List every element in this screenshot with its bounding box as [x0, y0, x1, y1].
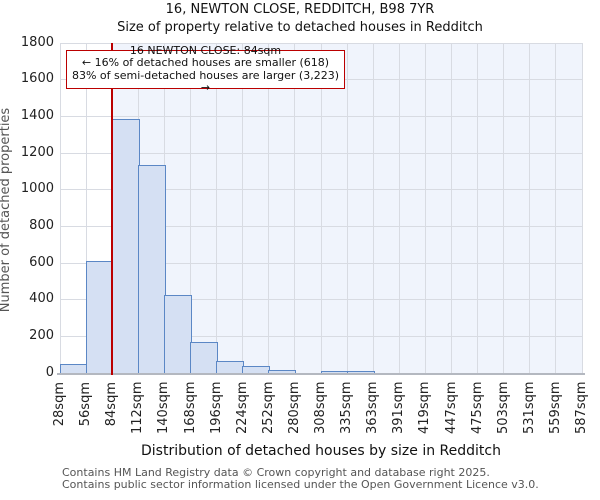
x-tick-label: 363sqm	[365, 381, 381, 434]
property-size-marker-line	[111, 43, 113, 375]
gridline-v	[190, 43, 191, 373]
y-tick-label: 1400	[20, 107, 54, 123]
x-tick-label: 587sqm	[574, 381, 589, 434]
bar	[111, 119, 140, 373]
x-tick-label: 140sqm	[156, 381, 172, 434]
x-tick-label: 196sqm	[208, 381, 224, 434]
x-tick-label: 335sqm	[339, 381, 355, 434]
gridline-v	[216, 43, 218, 373]
bar	[137, 164, 166, 373]
x-tick-label: 447sqm	[443, 381, 459, 434]
y-tick-label: 400	[29, 291, 54, 307]
gridline-v	[242, 43, 244, 373]
x-tick-label: 391sqm	[391, 381, 407, 434]
y-tick-label: 1000	[20, 181, 54, 197]
footer-attribution-line-1: Contains HM Land Registry data © Crown c…	[62, 466, 490, 479]
annotation-line-2: ← 16% of detached houses are smaller (61…	[81, 56, 330, 70]
x-tick-label: 475sqm	[469, 381, 485, 434]
y-tick-label: 1200	[20, 144, 54, 160]
bar	[190, 341, 219, 373]
gridline-v	[503, 43, 505, 373]
annotation-box: 16 NEWTON CLOSE: 84sqm ← 16% of detached…	[66, 44, 345, 94]
gridline-v	[346, 43, 348, 373]
y-tick-label: 600	[29, 254, 54, 270]
gridline-v	[529, 43, 531, 373]
gridline-v	[477, 43, 479, 373]
x-tick-label: 308sqm	[313, 381, 328, 434]
x-tick-label: 503sqm	[495, 381, 511, 434]
x-tick-label: 168sqm	[182, 381, 198, 434]
chart-subtitle: Size of property relative to detached ho…	[117, 20, 483, 35]
gridline-v	[59, 43, 61, 373]
x-tick-label: 56sqm	[78, 382, 94, 427]
y-axis-title: Number of detached properties	[0, 107, 13, 313]
bar	[163, 295, 192, 373]
x-tick-label: 252sqm	[260, 381, 276, 434]
annotation-line-3: 83% of semi-detached houses are larger (…	[71, 68, 339, 94]
gridline-v	[581, 43, 583, 373]
y-tick-label: 1800	[20, 34, 54, 50]
x-axis-title: Distribution of detached houses by size …	[141, 443, 501, 459]
x-tick-label: 84sqm	[104, 382, 120, 427]
gridline-v	[268, 43, 270, 373]
y-tick-label: 200	[29, 327, 54, 343]
gridline-v	[424, 43, 426, 373]
bar	[85, 261, 114, 373]
gridline-v	[320, 43, 322, 373]
gridline-v	[294, 43, 296, 373]
chart-title: 16, NEWTON CLOSE, REDDITCH, B98 7YR	[165, 2, 435, 17]
gridline-v	[451, 43, 452, 373]
bar	[216, 361, 245, 373]
x-tick-label: 112sqm	[130, 381, 146, 434]
gridline-v	[372, 43, 374, 373]
annotation-line-1: 16 NEWTON CLOSE: 84sqm	[129, 43, 282, 57]
bar	[59, 363, 88, 373]
bar	[268, 370, 297, 373]
x-tick-label: 224sqm	[234, 381, 250, 434]
x-tick-label: 531sqm	[521, 381, 537, 434]
gridline-v	[398, 43, 400, 373]
bar	[346, 371, 375, 373]
y-tick-label: 1600	[20, 71, 54, 87]
x-tick-label: 28sqm	[52, 382, 67, 427]
y-tick-label: 800	[29, 217, 54, 233]
gridline-v	[555, 43, 557, 373]
x-tick-label: 559sqm	[547, 381, 563, 434]
plot-area	[59, 42, 583, 375]
footer-attribution-line-2: Contains public sector information licen…	[62, 478, 539, 491]
x-tick-label: 280sqm	[286, 381, 302, 434]
y-tick-label: 0	[45, 364, 54, 380]
x-axis-line	[57, 373, 585, 375]
x-tick-label: 419sqm	[417, 381, 433, 434]
bar	[242, 365, 271, 373]
gridline-v	[85, 43, 87, 373]
